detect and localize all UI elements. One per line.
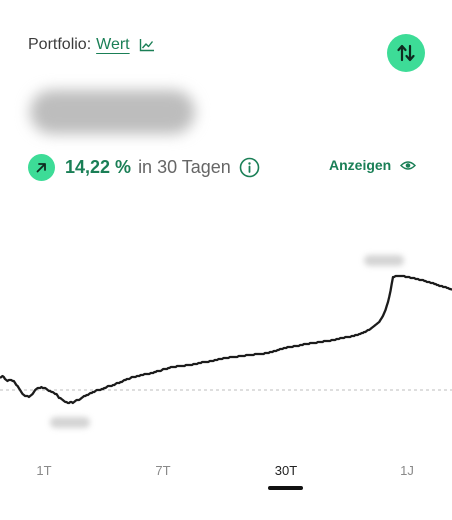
range-tab-1j[interactable]: 1J [400,463,414,478]
performance-period: in 30 Tagen [138,156,231,177]
chart-series-line [0,274,452,405]
portfolio-value-hidden [30,90,195,134]
range-tab-30t[interactable]: 30T [274,463,298,478]
arrow-up-right-icon [28,153,55,181]
range-tab-1t[interactable]: 1T [36,463,52,478]
range-tab-7t[interactable]: 7T [155,463,171,478]
performance-chart[interactable] [0,200,452,440]
portfolio-mode-label: Wert [96,36,130,53]
sort-arrows-icon [396,44,416,62]
performance-row: 14,22 % in 30 Tagen [28,153,260,181]
show-values-label: Anzeigen [329,157,392,173]
info-icon[interactable] [239,157,260,178]
active-tab-indicator [268,486,303,490]
sort-button[interactable] [387,34,425,72]
performance-value: 14,22 % [65,156,132,177]
eye-icon [400,160,417,171]
portfolio-label: Portfolio: [28,36,92,53]
show-values-button[interactable]: Anzeigen [329,157,417,173]
line-chart-icon [139,38,155,52]
portfolio-header: Portfolio: Wert [28,36,155,54]
portfolio-mode-toggle[interactable]: Wert [96,36,154,54]
chart-low-label-hidden [50,417,90,428]
chart-high-label-hidden [364,255,404,266]
